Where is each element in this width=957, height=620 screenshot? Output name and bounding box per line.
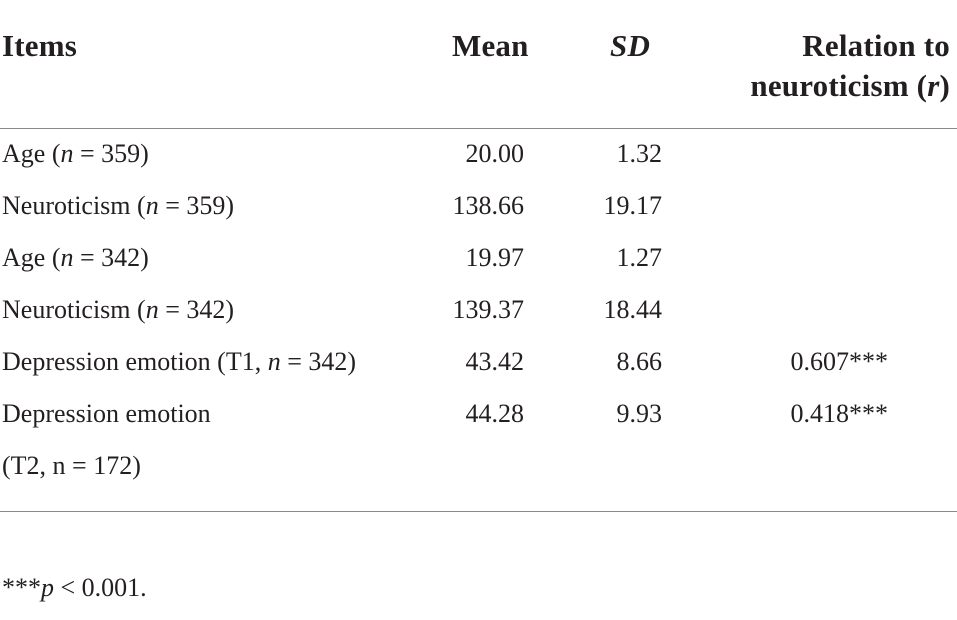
row-n-text: = 359) — [73, 139, 149, 168]
footnote-text: < 0.001. — [54, 573, 147, 602]
row-n-text: = 342) — [73, 243, 149, 272]
row-n-symbol: n — [60, 243, 74, 272]
row-label: Depression emotion (T1, n = 342) — [2, 336, 356, 388]
table-row: Depression emotion (T1, n = 342) 43.42 8… — [0, 336, 957, 388]
row-n-text: = 359) — [158, 191, 235, 220]
row-r: 0.607*** — [790, 347, 889, 376]
row-mean: 139.37 — [452, 295, 525, 324]
footnote-stars: *** — [2, 573, 41, 602]
row-n-symbol: n — [145, 191, 159, 220]
row-r: 0.418*** — [790, 399, 889, 428]
row-n-text: = 342) — [158, 295, 235, 324]
row-label-continuation: (T2, n = 172) — [2, 451, 141, 480]
table-header: Items Mean SD Relation to neuroticism (r… — [0, 0, 957, 129]
row-n-symbol: n — [60, 139, 74, 168]
row-mean: 44.28 — [465, 399, 525, 428]
header-relation-prefix: neuroticism ( — [750, 68, 928, 103]
row-sd: 1.27 — [616, 243, 663, 272]
row-label-text: Neuroticism ( — [2, 191, 146, 220]
row-sd: 1.32 — [616, 139, 663, 168]
table-row: Depression emotion 44.28 9.93 0.418*** — [0, 388, 957, 440]
row-label-text: Depression emotion (T1, — [2, 347, 268, 376]
row-mean: 138.66 — [452, 191, 525, 220]
table-row: Age (n = 342) 19.97 1.27 — [0, 232, 957, 284]
row-sd: 19.17 — [603, 191, 663, 220]
row-label: Depression emotion — [2, 399, 211, 428]
footnote-p-symbol: p — [41, 573, 54, 602]
row-label: Neuroticism (n = 359) — [2, 180, 234, 232]
row-label: Age (n = 342) — [2, 232, 149, 284]
header-items: Items — [2, 28, 78, 63]
row-sd: 18.44 — [603, 295, 663, 324]
header-relation: Relation to neuroticism (r) — [700, 26, 950, 106]
header-sd: SD — [610, 28, 651, 63]
table-row: Neuroticism (n = 342) 139.37 18.44 — [0, 284, 957, 336]
table-footnote: ***p < 0.001. — [2, 568, 147, 608]
row-label: Neuroticism (n = 342) — [2, 284, 234, 336]
row-mean: 19.97 — [465, 243, 525, 272]
table-row: Neuroticism (n = 359) 138.66 19.17 — [0, 180, 957, 232]
row-label: Age (n = 359) — [2, 128, 149, 180]
row-n-symbol: n — [145, 295, 159, 324]
row-label-text: Age ( — [2, 243, 61, 272]
data-table: Items Mean SD Relation to neuroticism (r… — [0, 0, 957, 602]
row-label-text: Neuroticism ( — [2, 295, 146, 324]
header-relation-suffix: ) — [939, 68, 950, 103]
row-mean: 20.00 — [465, 139, 525, 168]
row-sd: 8.66 — [616, 347, 663, 376]
table-row: Age (n = 359) 20.00 1.32 — [0, 128, 957, 180]
row-n-symbol: n — [267, 347, 281, 376]
header-mean: Mean — [452, 28, 529, 63]
header-relation-var: r — [927, 68, 940, 103]
row-sd: 9.93 — [616, 399, 663, 428]
row-n-text: = 342) — [280, 347, 357, 376]
table-bottom-rule — [0, 511, 957, 512]
header-relation-line1: Relation to — [802, 28, 950, 63]
row-label-text: Age ( — [2, 139, 61, 168]
row-mean: 43.42 — [465, 347, 525, 376]
header-relation-line2: neuroticism (r) — [700, 66, 950, 106]
